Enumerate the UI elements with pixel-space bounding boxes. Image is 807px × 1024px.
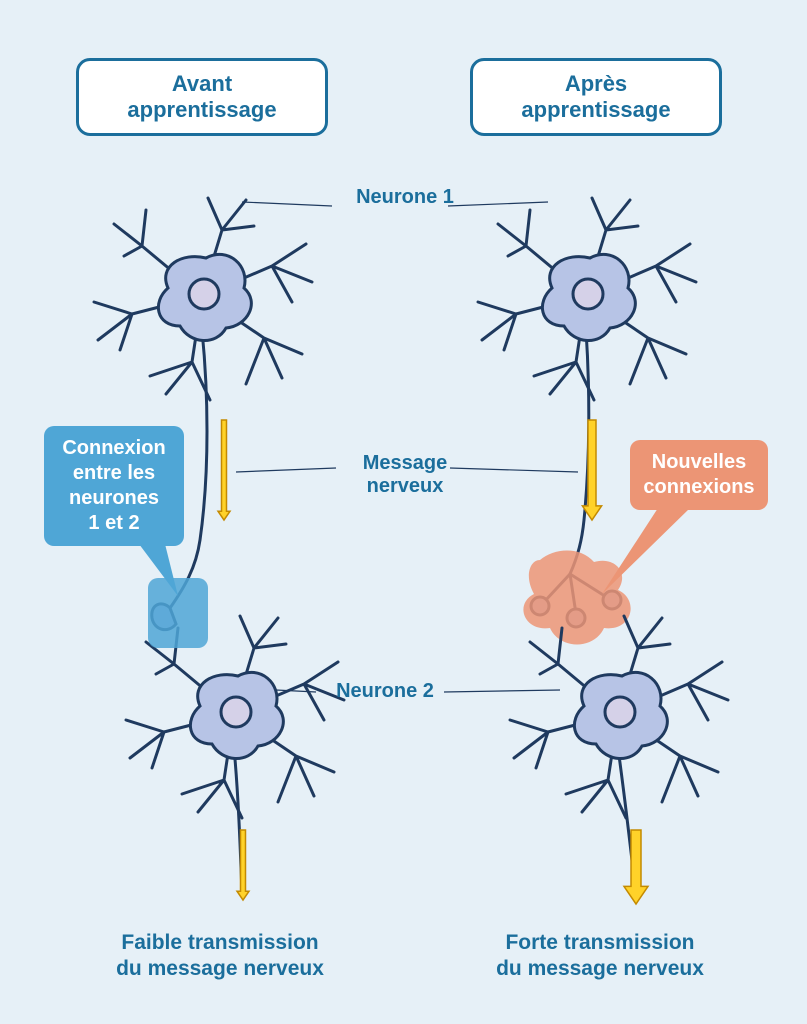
callout-new-connections-right: Nouvellesconnexions bbox=[630, 440, 768, 510]
title-before-learning: Avant apprentissage bbox=[76, 58, 328, 136]
caption-weak-transmission: Faible transmissiondu message nerveux bbox=[110, 930, 330, 983]
title-left-text: Avant apprentissage bbox=[127, 71, 276, 122]
title-right-text: Après apprentissage bbox=[521, 71, 670, 122]
title-after-learning: Après apprentissage bbox=[470, 58, 722, 136]
caption-strong-transmission: Forte transmissiondu message nerveux bbox=[490, 930, 710, 983]
label-neuron-2: Neurone 2 bbox=[325, 680, 445, 703]
label-message-nerveux: Messagenerveux bbox=[345, 452, 465, 498]
label-neuron-1: Neurone 1 bbox=[345, 186, 465, 209]
callout-connection-left: Connexionentre lesneurones1 et 2 bbox=[44, 426, 184, 546]
diagram-canvas: Avant apprentissage Après apprentissage … bbox=[0, 0, 807, 1024]
